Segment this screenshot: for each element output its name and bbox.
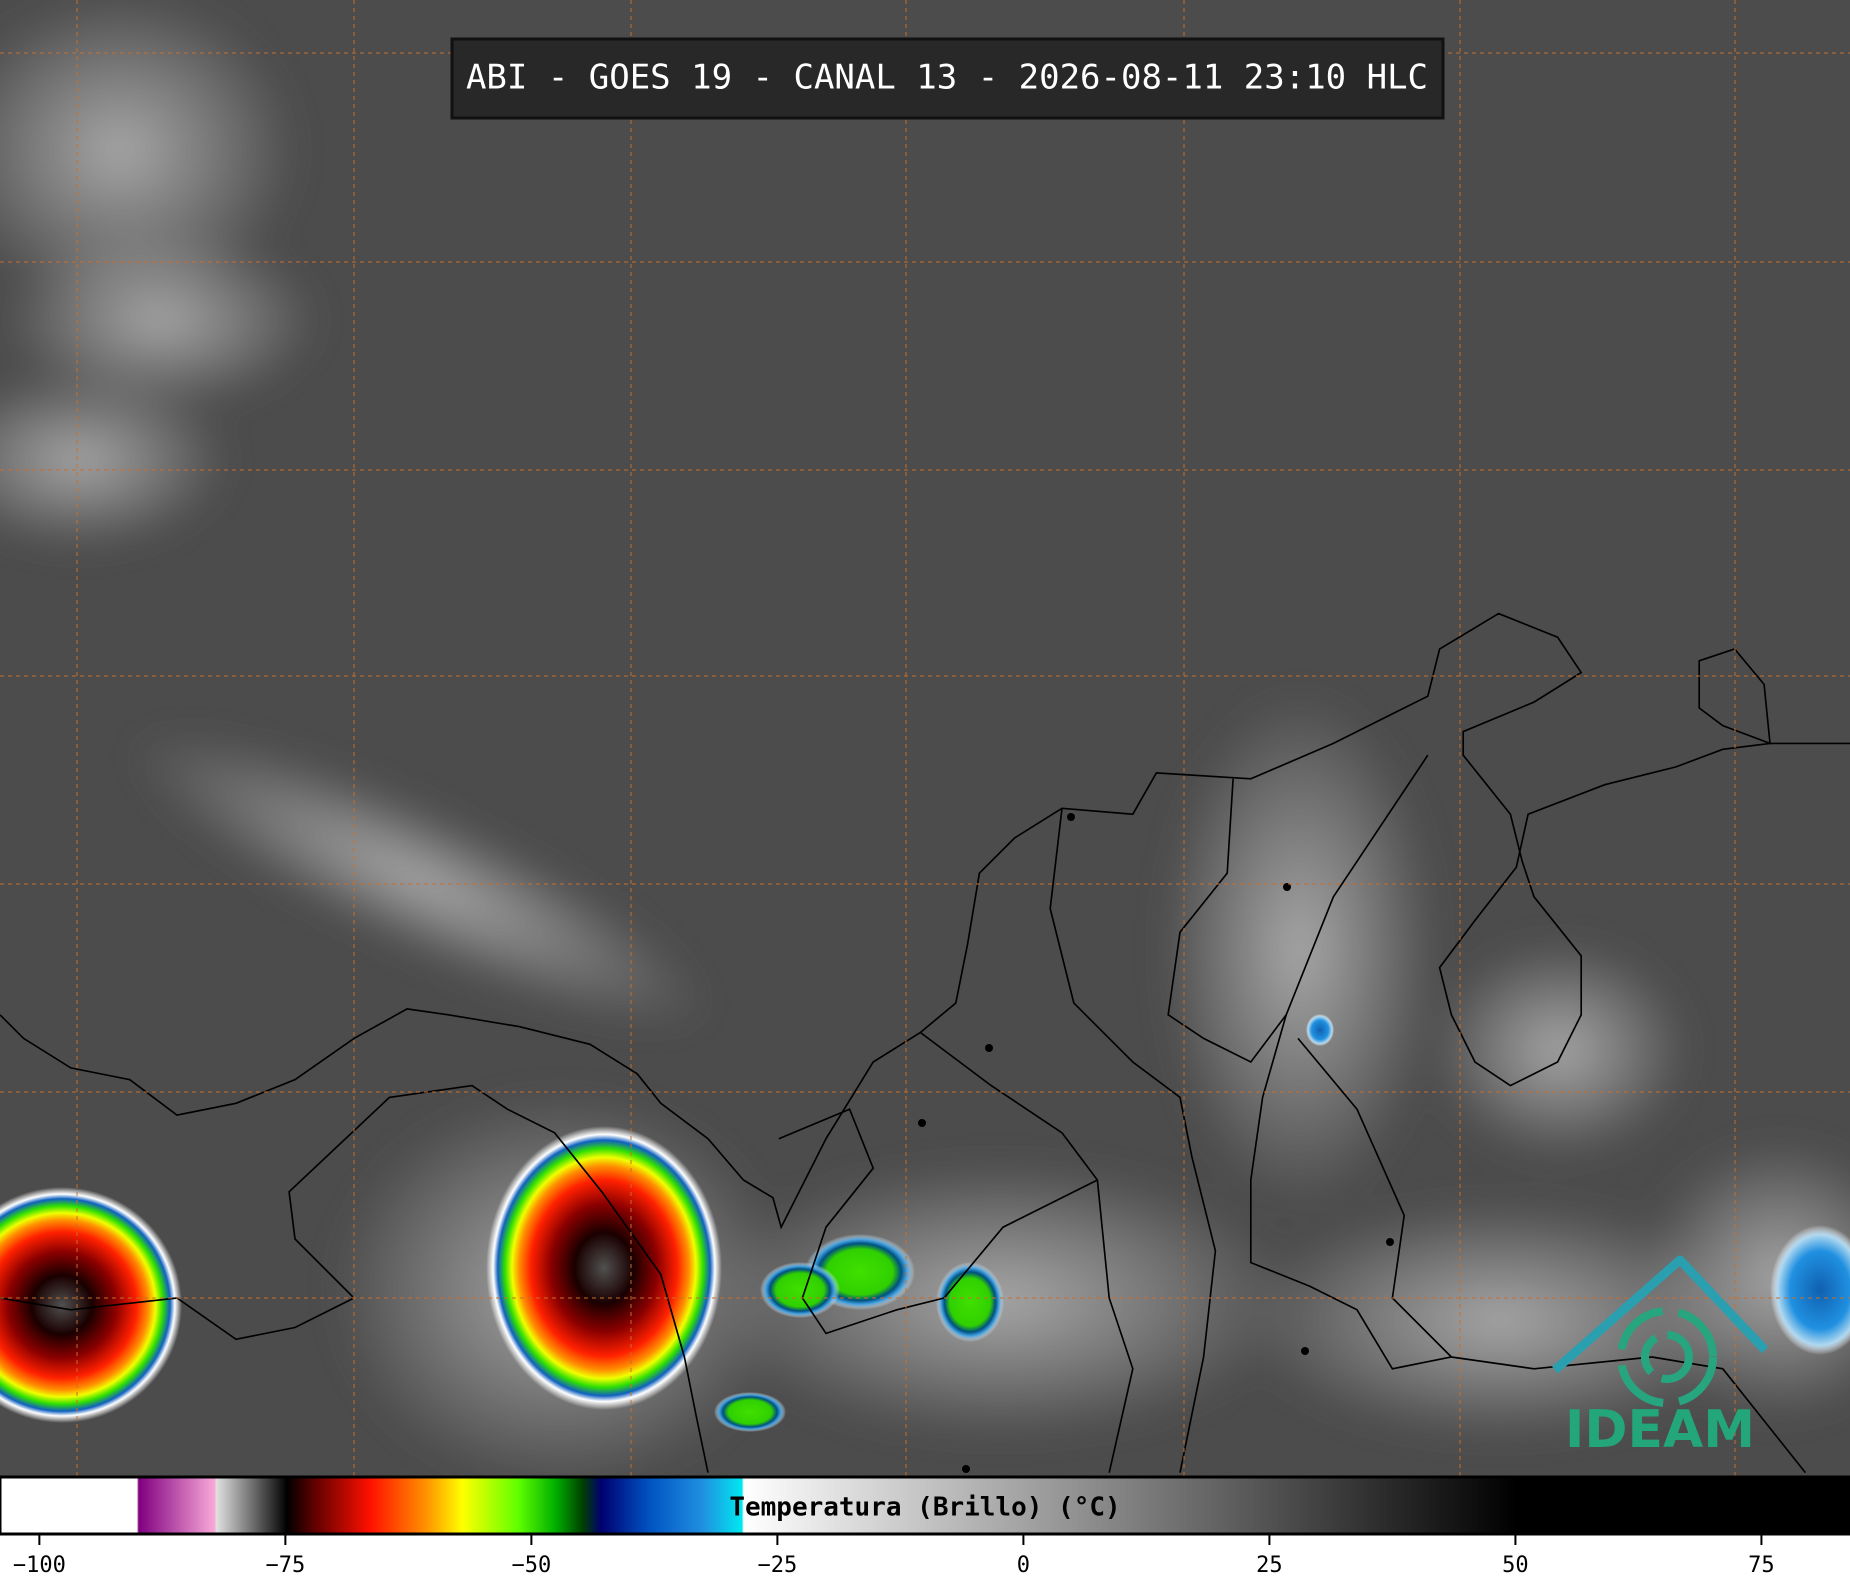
title: ABI - GOES 19 - CANAL 13 - 2026-08-11 23… [466, 58, 1428, 98]
tick-label: 50 [1502, 1553, 1529, 1577]
tick-label: −25 [758, 1553, 798, 1577]
colorbar-ticks: −100 −75 −50 −25 0 25 50 75 [13, 1534, 1775, 1577]
colorbar [0, 1475, 1850, 1536]
colorbar-label: Temperatura (Brillo) (°C) [729, 1493, 1120, 1523]
tick-label: −100 [13, 1553, 66, 1577]
tick-label: 75 [1748, 1553, 1775, 1577]
city-markers [918, 813, 1394, 1473]
logo: IDEAM [1552, 1255, 1769, 1460]
lat-lon-grid [0, 0, 1850, 1477]
tick-label: −50 [512, 1553, 552, 1577]
convective-cells [0, 1014, 1850, 1432]
coastlines [0, 612, 1850, 1474]
tick-label: −75 [265, 1553, 305, 1577]
tick-label: 25 [1256, 1553, 1283, 1577]
tick-label: 0 [1017, 1553, 1030, 1577]
logo-text: IDEAM [1565, 1400, 1755, 1460]
title-box [450, 37, 1445, 120]
